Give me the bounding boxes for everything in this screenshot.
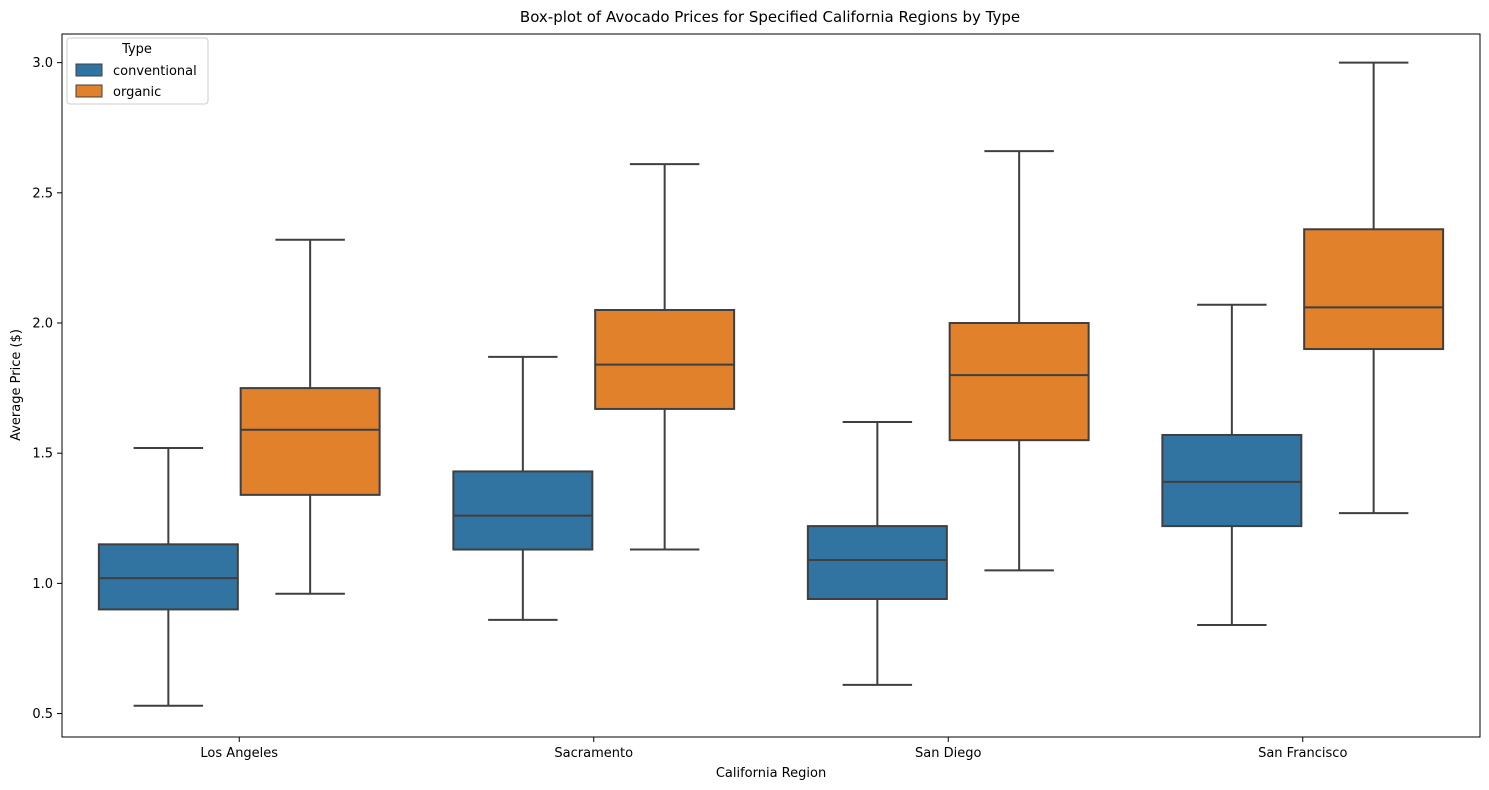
iqr-box xyxy=(239,387,381,496)
iqr-box xyxy=(1303,228,1445,351)
x-tick-label: San Francisco xyxy=(1258,746,1347,761)
legend-swatch xyxy=(75,63,103,77)
y-axis: 0.5 1.0 1.5 2.0 2.5 3.0 xyxy=(32,56,62,722)
box-layer xyxy=(97,61,1445,707)
iqr-box xyxy=(806,525,948,601)
chart-title: Box-plot of Avocado Prices for Specified… xyxy=(520,8,1020,26)
legend-label: conventional xyxy=(113,64,197,79)
box-0-1 xyxy=(239,238,381,595)
y-tick-label: 0.5 xyxy=(32,707,53,722)
y-tick-label: 1.5 xyxy=(32,447,53,462)
legend-title: Type xyxy=(121,42,152,57)
box-2-0 xyxy=(806,420,948,686)
y-tick-label: 3.0 xyxy=(32,56,53,71)
iqr-box xyxy=(452,470,594,551)
box-0-0 xyxy=(97,446,239,707)
iqr-box xyxy=(97,543,239,611)
x-axis: Los Angeles Sacramento San Diego San Franci… xyxy=(200,737,1347,761)
legend-swatch xyxy=(75,84,103,98)
y-tick-label: 2.5 xyxy=(32,186,53,201)
box-2-1 xyxy=(948,150,1090,572)
box-1-0 xyxy=(452,355,594,621)
box-3-0 xyxy=(1161,303,1303,627)
plot-frame xyxy=(61,33,1481,738)
iqr-box xyxy=(948,322,1090,442)
x-tick-label: San Diego xyxy=(915,746,981,761)
x-tick-label: Los Angeles xyxy=(200,746,278,761)
legend-label: organic xyxy=(113,85,161,100)
legend: Type conventional organic xyxy=(66,37,209,105)
iqr-box xyxy=(1161,433,1303,528)
y-tick-label: 2.0 xyxy=(32,317,53,332)
y-axis-label: Average Price ($) xyxy=(9,329,24,441)
box-1-1 xyxy=(594,163,736,551)
box-3-1 xyxy=(1303,61,1445,515)
y-tick-label: 1.0 xyxy=(32,577,53,592)
x-axis-label: California Region xyxy=(716,766,826,781)
iqr-box xyxy=(594,308,736,410)
x-tick-label: Sacramento xyxy=(554,746,633,761)
